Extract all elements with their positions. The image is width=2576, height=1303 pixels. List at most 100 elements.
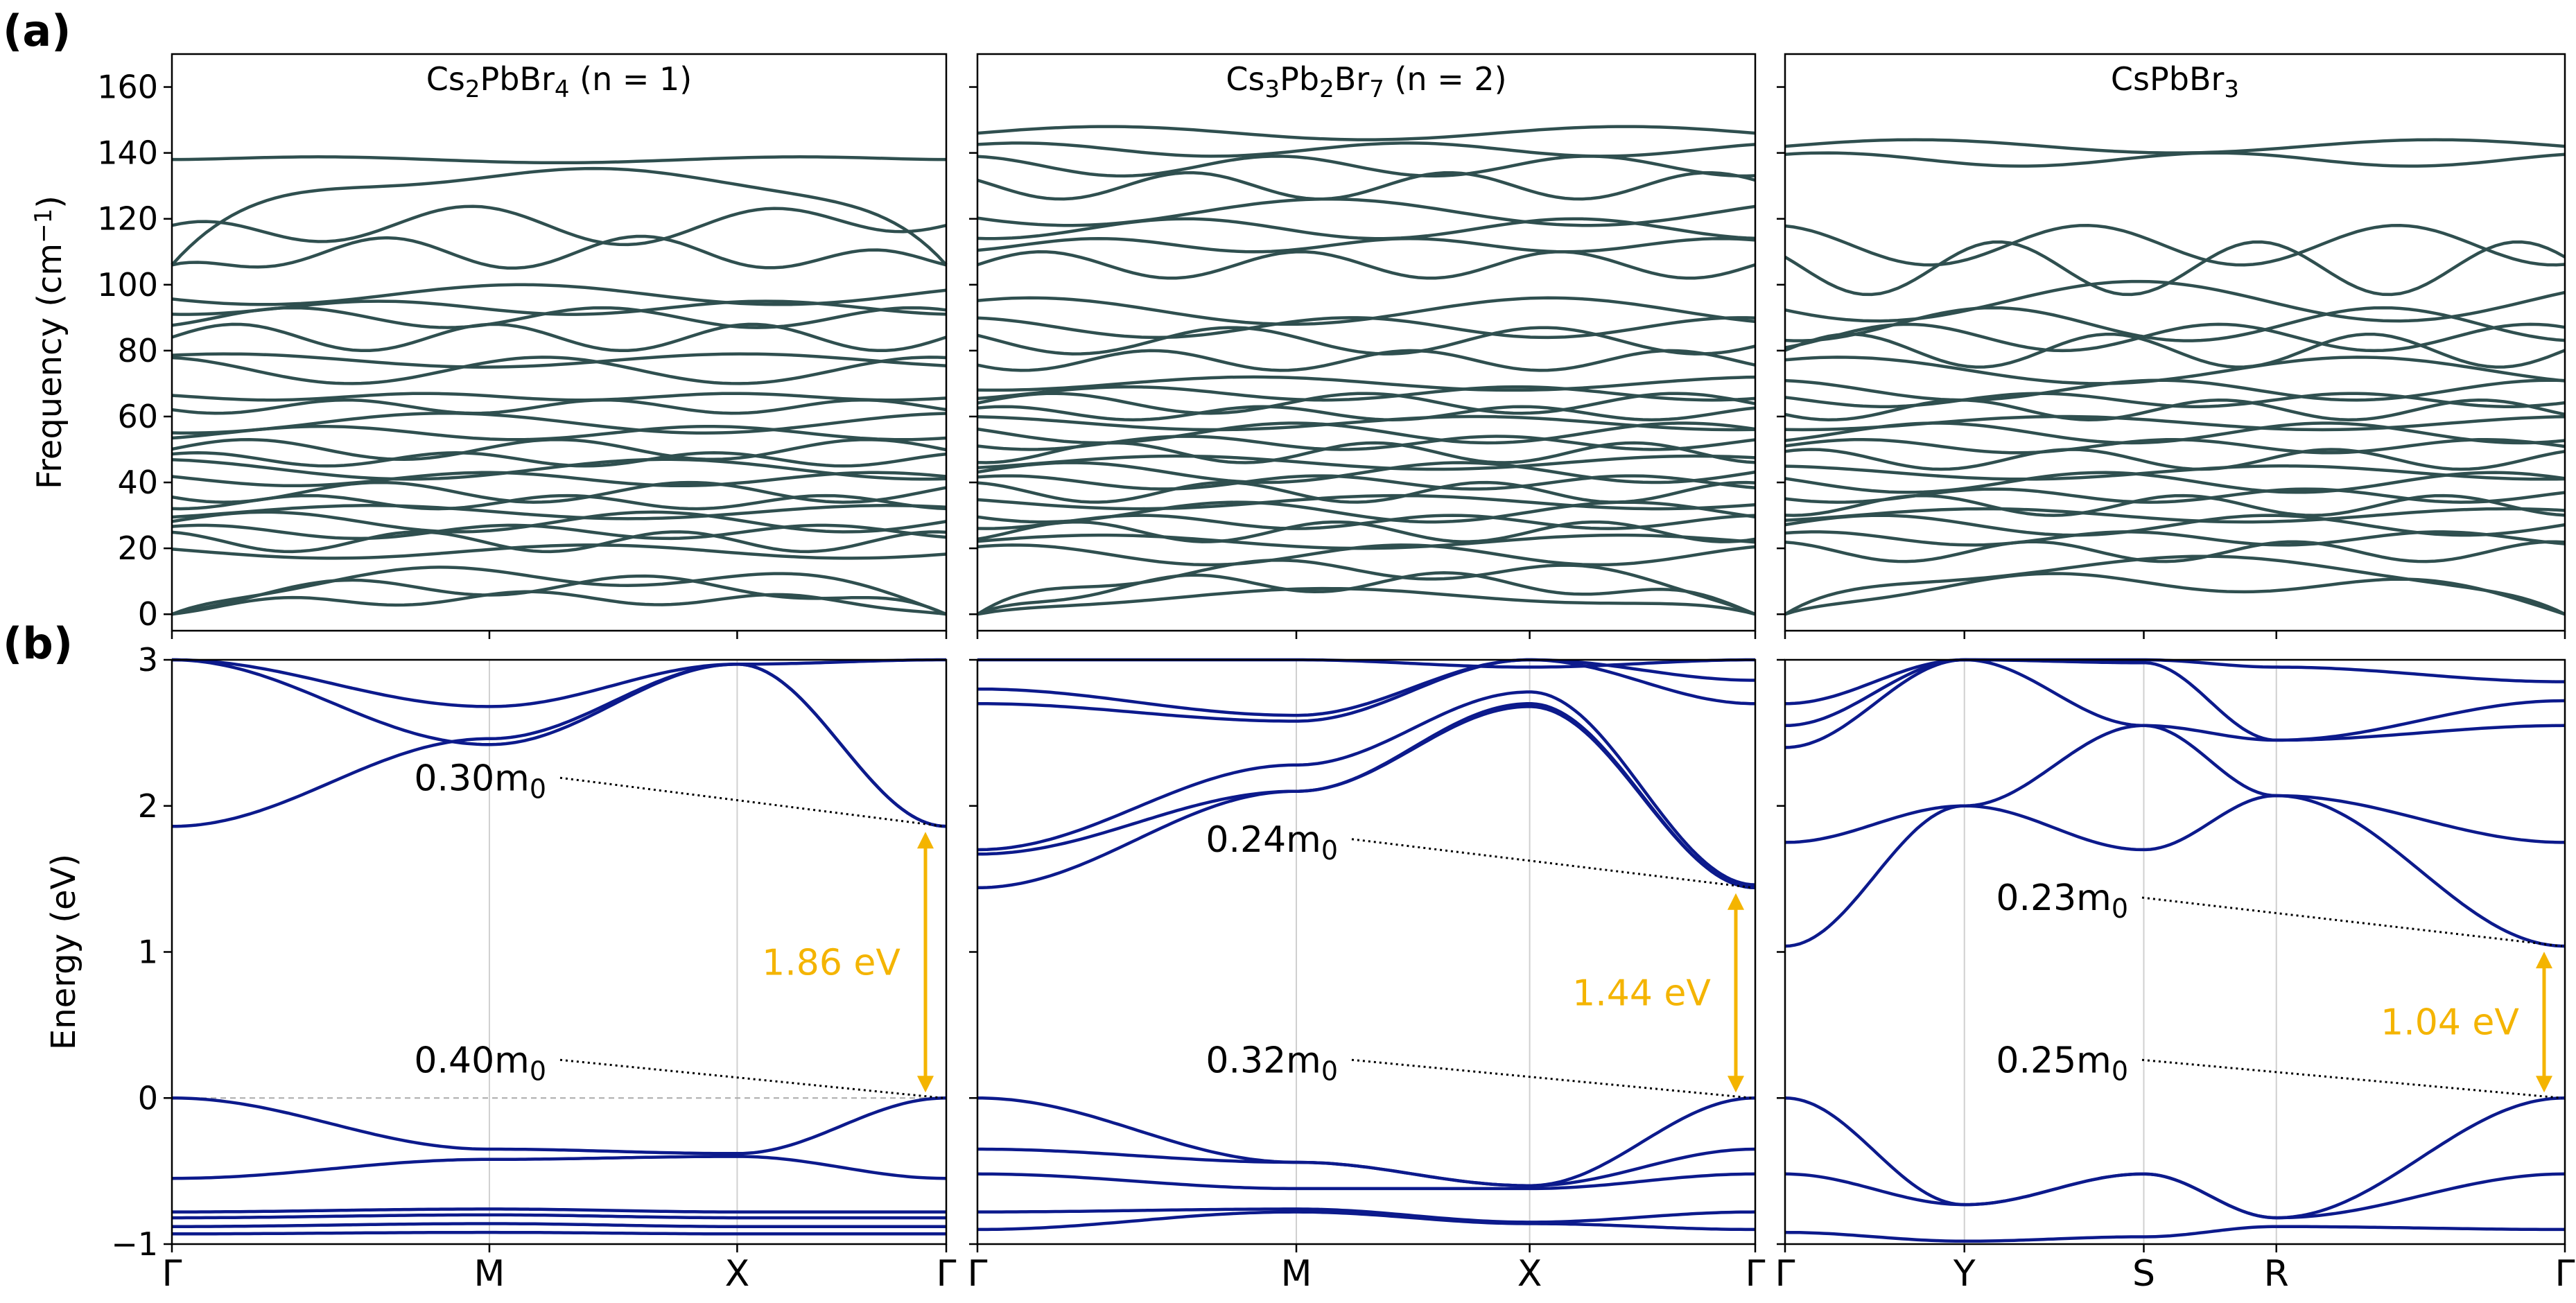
- mass-value: 0.24m: [1206, 819, 1321, 861]
- mass-value: 0.25m: [1996, 1040, 2111, 1081]
- phonon-branch: [171, 411, 947, 435]
- phonon-branch: [977, 349, 1756, 372]
- phonon-branch: [977, 461, 1756, 484]
- panel-title-part: (n = 1): [570, 60, 693, 98]
- ytick-label: 0: [138, 595, 158, 633]
- phonon-branch: [171, 566, 947, 616]
- mass-subscript: 0: [530, 774, 546, 805]
- band-line: [977, 1172, 1756, 1191]
- phonon-branch: [977, 316, 1756, 340]
- kpoint-label: M: [474, 1253, 505, 1295]
- ytick-label: 3: [138, 641, 158, 679]
- kpoint-label: X: [725, 1253, 750, 1295]
- phonon-branch: [1784, 554, 2566, 616]
- phonon-branch: [1784, 224, 2566, 267]
- phonon-branch: [977, 385, 1756, 402]
- effective-mass-label: 0.23m0: [1996, 877, 2128, 924]
- panel-title: Cs3Pb2Br7 (n = 2): [1226, 60, 1506, 103]
- ylabel-part: −1: [30, 209, 58, 243]
- phonon-branch: [171, 451, 947, 468]
- phonon-branch: [171, 438, 947, 462]
- phonon-panel: [171, 155, 948, 616]
- gap-label: 1.86 eV: [762, 942, 900, 983]
- ytick-label: 1: [138, 934, 158, 971]
- phonon-branch: [1784, 448, 2566, 471]
- band-line: [1784, 658, 2566, 749]
- phonon-branch: [976, 559, 1756, 616]
- ytick-label: −1: [111, 1225, 158, 1263]
- effective-mass-label: 0.40m0: [414, 1040, 546, 1086]
- phonon-branch: [977, 217, 1756, 241]
- phonon-branch: [171, 493, 947, 511]
- effective-mass-label: 0.30m0: [414, 758, 546, 804]
- band-line: [1784, 1172, 2566, 1220]
- band-line: [1784, 794, 2566, 948]
- phonon-branch: [977, 441, 1756, 464]
- ytick-label: 2: [138, 787, 158, 825]
- phonon-branch: [977, 571, 1756, 616]
- phonon-branch: [1784, 464, 2566, 481]
- phonon-branch: [171, 457, 947, 481]
- phonon-branch: [171, 234, 947, 270]
- band-line: [977, 1147, 1756, 1187]
- phonon-branch: [1784, 572, 2566, 616]
- ytick-label: 80: [117, 332, 158, 369]
- ylabel-part: ): [31, 195, 69, 209]
- band-line: [172, 1213, 946, 1220]
- phonon-branch: [977, 414, 1756, 432]
- phonon-branch: [1784, 530, 2566, 547]
- phonon-branch: [171, 306, 947, 329]
- phonon-branch: [977, 454, 1756, 471]
- band-line: [977, 690, 1756, 886]
- ylabel-energy: Energy (eV): [44, 854, 83, 1050]
- panel-title-part: Cs: [426, 60, 465, 98]
- phonon-panel: [976, 125, 1756, 616]
- phonon-branch: [171, 166, 948, 266]
- effective-mass-label: 0.32m0: [1206, 1040, 1338, 1086]
- phonon-branch: [171, 523, 947, 541]
- kpoint-label: M: [1281, 1253, 1312, 1295]
- band-panel: [977, 658, 1756, 1232]
- band-panel: [171, 658, 947, 1236]
- kpoint-label: Γ: [968, 1253, 988, 1295]
- phonon-branch: [1784, 138, 2566, 155]
- panel-title-part: (n = 2): [1384, 60, 1507, 98]
- mass-subscript: 0: [530, 1056, 546, 1087]
- phonon-branch: [171, 530, 947, 554]
- gap-arrow-head-down: [2536, 1076, 2552, 1093]
- phonon-branch: [977, 170, 1756, 201]
- phonon-branch: [1784, 151, 2566, 168]
- phonon-panel: [1784, 138, 2566, 616]
- gap-label: 1.04 eV: [2381, 1002, 2519, 1044]
- ytick-label: 140: [97, 134, 158, 172]
- band-line: [172, 658, 946, 708]
- panel-title: CsPbBr3: [2111, 60, 2239, 103]
- mass-value: 0.23m: [1996, 877, 2111, 919]
- phonon-branch: [1784, 540, 2566, 563]
- band-line: [977, 705, 1756, 890]
- panel-label-a: (a): [3, 6, 71, 56]
- phonon-branch: [171, 504, 947, 521]
- phonon-branch: [977, 326, 1756, 356]
- phonon-branch: [1784, 240, 2566, 297]
- band-line: [1784, 658, 2566, 742]
- band-line: [1784, 658, 2565, 706]
- phonon-branch: [171, 471, 947, 488]
- ytick-label: 0: [138, 1079, 158, 1117]
- kpoint-label: Y: [1953, 1253, 1976, 1295]
- mass-leader-line: [2141, 1058, 2563, 1099]
- gap-arrow-head-down: [917, 1076, 934, 1093]
- kpoint-label: Γ: [937, 1253, 957, 1295]
- panel-title-part: 3: [2224, 76, 2239, 103]
- ytick-label: 100: [97, 266, 158, 304]
- phonon-branch: [977, 493, 1756, 511]
- ylabel-frequency: Frequency (cm−1): [30, 195, 69, 489]
- mass-value: 0.30m: [414, 758, 529, 799]
- kpoint-label: Γ: [162, 1253, 182, 1295]
- effective-mass-label: 0.24m0: [1206, 819, 1338, 866]
- phonon-branch: [977, 586, 1756, 616]
- phonon-branch: [1784, 398, 2566, 421]
- band-line: [977, 1210, 1755, 1232]
- phonon-branch: [171, 356, 947, 385]
- mass-leader-line: [559, 1058, 944, 1099]
